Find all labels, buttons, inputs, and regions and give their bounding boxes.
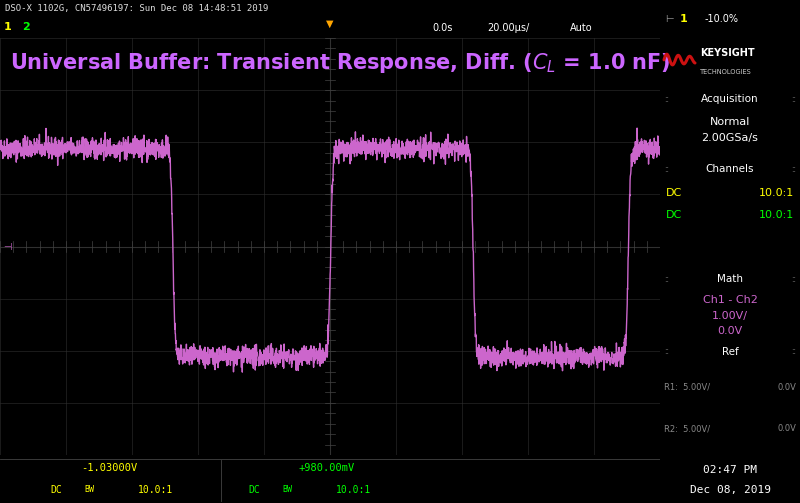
Text: DC: DC — [248, 484, 260, 494]
Text: 10.0:1: 10.0:1 — [758, 188, 794, 198]
Text: TECHNOLOGIES: TECHNOLOGIES — [700, 69, 752, 75]
Text: Ref: Ref — [722, 347, 738, 357]
Text: DC: DC — [666, 210, 682, 220]
Text: ::: :: — [791, 348, 796, 357]
Text: DSO-X 1102G, CN57496197: Sun Dec 08 14:48:51 2019: DSO-X 1102G, CN57496197: Sun Dec 08 14:4… — [6, 5, 269, 14]
Text: Channels: Channels — [706, 164, 754, 174]
Text: 0.0V: 0.0V — [777, 424, 796, 433]
Text: R1:  5.00V/: R1: 5.00V/ — [664, 383, 710, 392]
Text: 0.0V: 0.0V — [718, 326, 742, 336]
Text: 1: 1 — [4, 22, 12, 32]
Text: DC: DC — [50, 484, 62, 494]
Text: +980.00mV: +980.00mV — [298, 463, 355, 473]
Text: ::: :: — [664, 348, 669, 357]
Text: ⊢: ⊢ — [665, 14, 674, 24]
Text: 2: 2 — [22, 22, 30, 32]
Text: -1.03000V: -1.03000V — [81, 463, 137, 473]
Text: Dec 08, 2019: Dec 08, 2019 — [690, 484, 770, 494]
Text: -10.0%: -10.0% — [705, 14, 739, 24]
Text: ▼: ▼ — [326, 19, 334, 29]
Text: Math: Math — [717, 274, 743, 284]
Text: BW: BW — [282, 485, 292, 494]
Text: ::: :: — [664, 95, 669, 104]
Text: BW: BW — [84, 485, 94, 494]
Text: Ch1 - Ch2: Ch1 - Ch2 — [702, 295, 758, 305]
Text: ::: :: — [664, 275, 669, 284]
Text: DC: DC — [666, 188, 682, 198]
Text: 20.00μs/: 20.00μs/ — [487, 23, 530, 33]
Text: ::: :: — [664, 164, 669, 174]
Text: ⊣: ⊣ — [3, 241, 12, 252]
Text: Normal: Normal — [710, 117, 750, 127]
Text: ::: :: — [791, 95, 796, 104]
Text: 10.0:1: 10.0:1 — [138, 484, 173, 494]
Text: 10.0:1: 10.0:1 — [335, 484, 370, 494]
Text: Universal Buffer: Transient Response, Diff. ($C_L$ = 1.0 nF): Universal Buffer: Transient Response, Di… — [10, 50, 670, 74]
Text: Auto: Auto — [570, 23, 592, 33]
Text: 02:47 PM: 02:47 PM — [703, 465, 757, 475]
Text: 1: 1 — [680, 14, 688, 24]
Text: KEYSIGHT: KEYSIGHT — [700, 48, 754, 57]
Text: 2.00GSa/s: 2.00GSa/s — [702, 133, 758, 143]
Text: 10.0:1: 10.0:1 — [758, 210, 794, 220]
Text: ::: :: — [791, 275, 796, 284]
Text: ::: :: — [791, 164, 796, 174]
Text: 0.0s: 0.0s — [432, 23, 452, 33]
Text: R2:  5.00V/: R2: 5.00V/ — [664, 424, 710, 433]
Text: 0.0V: 0.0V — [777, 383, 796, 392]
Text: Acquisition: Acquisition — [701, 94, 759, 104]
Text: 1.00V/: 1.00V/ — [712, 310, 748, 320]
